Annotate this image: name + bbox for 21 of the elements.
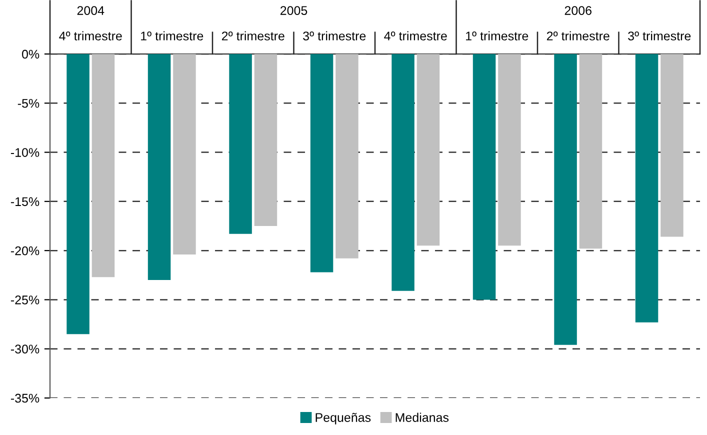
y-tick-label: -15% <box>10 197 40 206</box>
x-tick-label: 1º trimestre <box>141 31 204 40</box>
y-tick-label: -5% <box>18 99 40 108</box>
text: 2005 <box>280 6 308 15</box>
x-tick-label: 3º trimestre <box>628 31 691 40</box>
y-tick-label: -25% <box>10 296 40 304</box>
x-tick-label: 3º trimestre <box>303 31 366 40</box>
legend-label: Medianas <box>396 412 449 422</box>
text: 2004 <box>77 6 104 15</box>
x-tick-label: 2º trimestre <box>222 31 284 40</box>
x-tick-label: 2º trimestre <box>546 31 610 40</box>
y-tick-label: -35% <box>10 394 40 403</box>
x-tick-label: 4º trimestre <box>384 31 447 40</box>
y-tick-label: -20% <box>10 246 40 256</box>
legend-label: Pequeñas <box>316 412 371 424</box>
x-tick-label: 1º trimestre <box>466 31 528 40</box>
x-tick-label: 4º trimestre <box>59 31 122 40</box>
y-tick-label: -30% <box>10 344 40 354</box>
text: 2006 <box>564 6 592 15</box>
y-tick-label: -10% <box>10 148 40 157</box>
y-tick-label: 0% <box>22 50 40 59</box>
